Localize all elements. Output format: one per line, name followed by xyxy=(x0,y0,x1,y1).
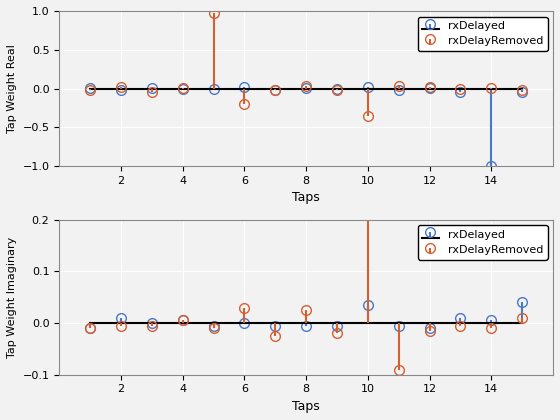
X-axis label: Taps: Taps xyxy=(292,192,320,205)
X-axis label: Taps: Taps xyxy=(292,400,320,413)
Y-axis label: Tap Weight Real: Tap Weight Real xyxy=(7,44,17,133)
Legend: rxDelayed, rxDelayRemoved: rxDelayed, rxDelayRemoved xyxy=(418,225,548,260)
Legend: rxDelayed, rxDelayRemoved: rxDelayed, rxDelayRemoved xyxy=(418,16,548,51)
Y-axis label: Tap Weight Imaginary: Tap Weight Imaginary xyxy=(7,236,17,358)
